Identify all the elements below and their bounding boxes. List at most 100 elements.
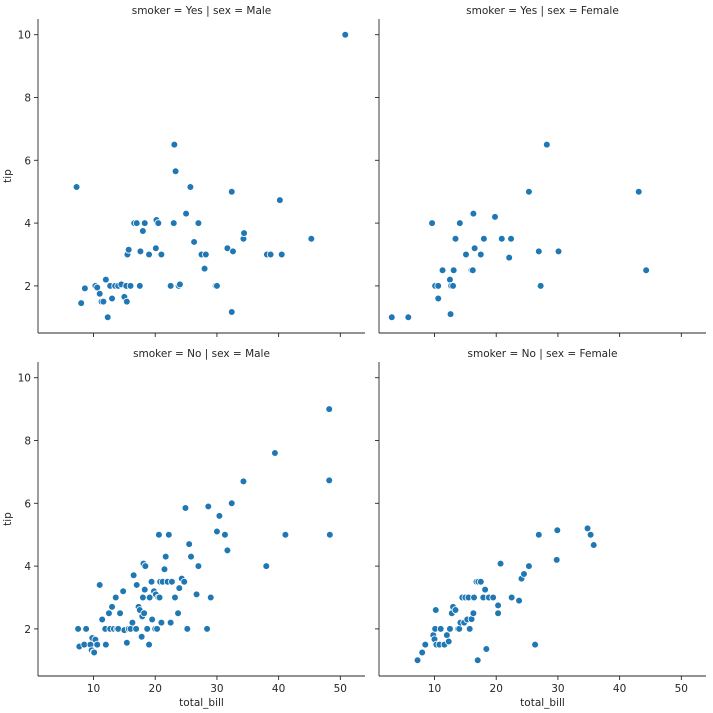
scatter-point (494, 601, 502, 610)
scatter-point (281, 530, 290, 539)
scatter-point (145, 250, 153, 259)
scatter-point (438, 266, 447, 275)
scatter-point (477, 250, 485, 259)
scatter-point (446, 625, 454, 633)
y-tick-label: 6 (24, 155, 31, 167)
x-tick-label: 40 (272, 683, 285, 695)
scatter-point (183, 625, 192, 633)
scatter-point (95, 289, 104, 298)
scatter-point (496, 559, 505, 568)
scatter-point (171, 593, 179, 602)
scatter-point (102, 275, 110, 284)
x-axis-label: total_bill (179, 697, 224, 709)
scatter-point (404, 313, 413, 322)
scatter-point (451, 606, 460, 614)
facet-panel-1: smoker = Yes | sex = Male 2 4 6 8 10 tip (2, 5, 365, 337)
scatter-point (81, 284, 89, 293)
scatter-point (325, 405, 334, 413)
scatter-point (446, 275, 454, 284)
scatter-point (93, 640, 102, 649)
y-tick-label: 10 (18, 373, 31, 385)
scatter-point (525, 187, 533, 196)
scatter-point (462, 250, 470, 259)
y-tick-label: 8 (24, 436, 31, 448)
scatter-point (140, 585, 149, 594)
scatter-point (187, 552, 195, 561)
scatter-point (520, 570, 528, 578)
scatter-point (166, 618, 175, 627)
scatter-point (153, 625, 161, 633)
scatter-point (229, 247, 237, 256)
scatter-point (428, 219, 436, 227)
scatter-point (418, 648, 426, 657)
scatter-point (413, 656, 422, 665)
scatter-point (157, 618, 166, 627)
scatter-point (169, 219, 178, 227)
y-tick-label: 2 (24, 624, 31, 636)
scatter-point (165, 530, 173, 539)
scatter-point (507, 235, 515, 243)
scatter-point (239, 477, 248, 486)
scatter-point (227, 499, 236, 508)
scatter-point (431, 606, 440, 614)
scatter-point (126, 282, 135, 290)
y-tick-label: 2 (24, 281, 31, 293)
scatter-point (141, 562, 150, 570)
scatter-point (116, 609, 124, 617)
scatter-point (161, 552, 170, 561)
scatter-point (449, 282, 457, 290)
scatter-point (99, 297, 108, 306)
scatter-point (444, 637, 453, 646)
scatter-point (171, 167, 180, 176)
scatter-point (387, 313, 396, 322)
scatter-point (468, 266, 477, 275)
scatter-point (543, 140, 551, 149)
scatter-point (154, 219, 163, 227)
x-tick-label: 30 (551, 683, 564, 695)
scatter-point (95, 581, 104, 589)
scatter-point (531, 640, 539, 649)
facet-panel-2: smoker = Yes | sex = Female (375, 5, 706, 337)
scatter-point (108, 603, 116, 611)
scatter-point (505, 253, 513, 262)
scatter-point (341, 30, 350, 39)
scatter-point (105, 609, 113, 617)
scatter-point (213, 527, 221, 536)
scatter-point (227, 187, 236, 196)
scatter-point (266, 250, 275, 259)
scatter-point (443, 631, 451, 639)
scatter-point (174, 609, 182, 617)
scatter-point (145, 593, 154, 602)
facet-title: smoker = No | sex = Male (133, 348, 270, 360)
scatter-point (123, 297, 131, 306)
scatter-point (525, 562, 533, 570)
scatter-point (469, 609, 478, 617)
scatter-point (494, 609, 502, 617)
y-tick-label: 10 (18, 30, 31, 42)
scatter-point (326, 530, 334, 539)
facet-panel-3: smoker = No | sex = Male 10 20 30 40 50 2 4 6 8 10… (2, 348, 365, 709)
scatter-point (147, 577, 156, 586)
x-tick-label: 30 (210, 683, 223, 695)
scatter-point (470, 244, 479, 253)
x-tick-label: 50 (334, 683, 347, 695)
scatter-point (497, 235, 506, 243)
scatter-point (223, 244, 232, 253)
scatter-point (491, 213, 499, 221)
x-tick-label: 20 (490, 683, 503, 695)
scatter-point (182, 209, 190, 218)
scatter-point (175, 584, 184, 592)
scatter-point (192, 590, 201, 599)
scatter-point (589, 541, 598, 549)
scatter-point (90, 648, 98, 657)
scatter-point (223, 546, 232, 555)
facet-title: smoker = Yes | sex = Male (132, 5, 272, 17)
scatter-point (145, 640, 153, 649)
scatter-point (515, 596, 523, 605)
scatter-point (436, 625, 445, 633)
y-tick-label: 8 (24, 93, 31, 105)
scatter-point (102, 640, 110, 649)
scatter-point (277, 250, 286, 259)
scatter-point (139, 227, 147, 235)
scatter-point (136, 282, 144, 290)
